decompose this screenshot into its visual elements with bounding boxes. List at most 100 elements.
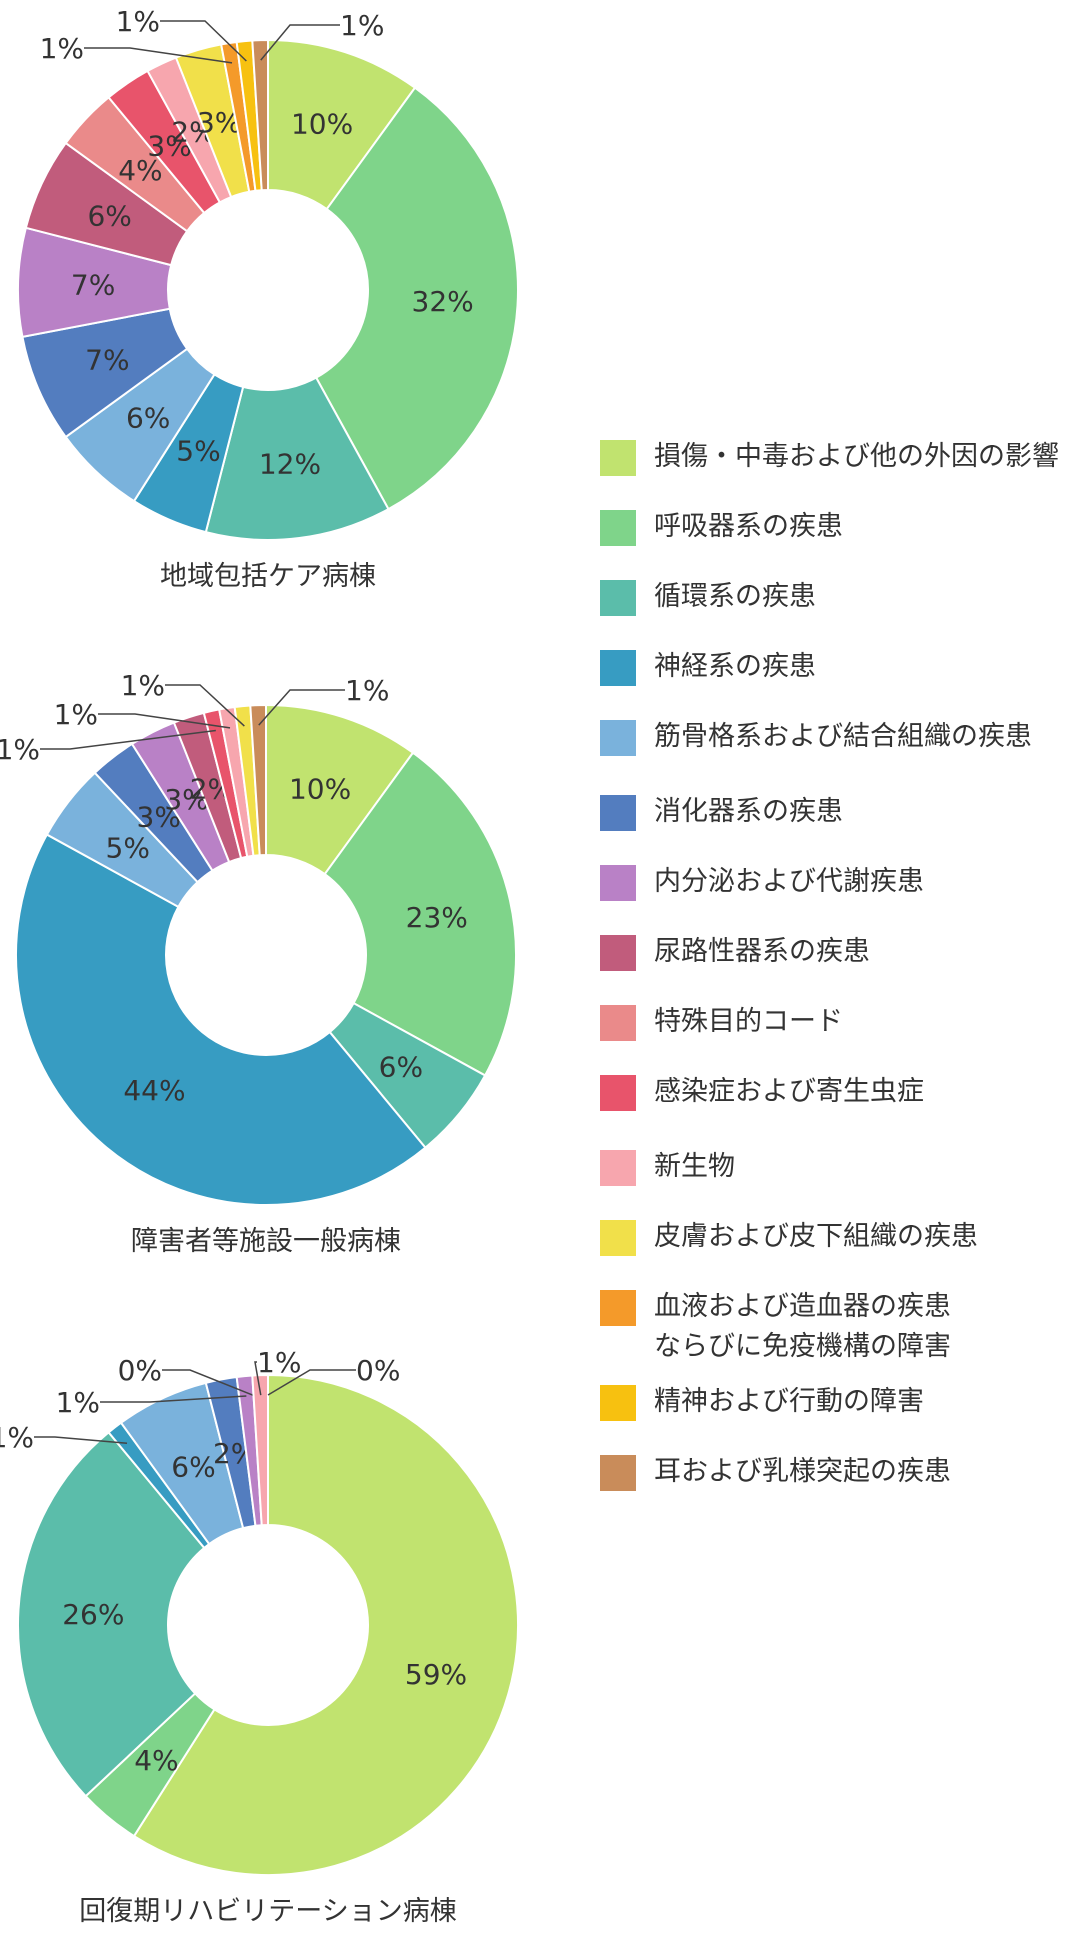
legend-label: 消化器系の疾患 [654, 796, 843, 827]
legend-item-ear: 耳および乳様突起の疾患 [600, 1455, 951, 1492]
slice-circulatory [17, 1430, 206, 1798]
slice-label-musculoskeletal: 6% [126, 402, 170, 435]
chart-title: 地域包括ケア病棟 [160, 561, 376, 592]
legend-label: 神経系の疾患 [654, 651, 816, 682]
leader-line-mental [160, 20, 247, 62]
slice-label-ear: 1% [340, 9, 384, 42]
slice-label-circulatory: 26% [62, 1598, 124, 1631]
legend-swatch [600, 440, 636, 476]
legend-label: 尿路性器系の疾患 [654, 936, 870, 967]
legend-swatch [600, 720, 636, 756]
slice-label-special: 0% [356, 1354, 400, 1387]
donut-charts: 10%32%12%5%6%7%7%6%4%3%2%3%1%1% 1%地域包括ケア病… [0, 5, 520, 1927]
slice-ear [249, 703, 267, 857]
chart-title: 回復期リハビリテーション病棟 [79, 1896, 456, 1927]
legend-item-infectious: 感染症および寄生虫症 [600, 1075, 924, 1112]
legend-swatch [600, 935, 636, 971]
slice-label-injury: 59% [405, 1658, 467, 1691]
legend-item-respiratory: 呼吸器系の疾患 [600, 510, 843, 547]
leader-line-blood [84, 47, 233, 64]
legend-item-endocrine: 内分泌および代謝疾患 [600, 865, 924, 902]
donut-chart-1: 10%32%12%5%6%7%7%6%4%3%2%3%1%1% 1%地域包括ケア病… [17, 5, 519, 592]
slice-label-infectious: 1% [0, 733, 40, 766]
slice-circulatory [204, 376, 390, 541]
slice-label-endocrine: 1% [56, 1386, 100, 1419]
legend-item-blood: 血液および造血器の疾患 ならびに免疫機構の障害 [600, 1290, 951, 1367]
legend-label: 特殊目的コード [654, 1006, 843, 1037]
legend-label: 耳および乳様突起の疾患 [654, 1456, 951, 1487]
donut-chart-3: 59%4%26%1%6%2%1%0%1%0%回復期リハビリテーション病棟 [0, 1346, 520, 1927]
leader-line-skin [165, 684, 245, 727]
slice-label-nervous: 5% [176, 435, 220, 468]
legend-swatch [600, 1385, 636, 1421]
slice-label-musculoskeletal: 5% [106, 832, 150, 865]
legend-label: 新生物 [654, 1151, 735, 1182]
donut-chart-2: 10%23%6%44%5%3%3%2%1%1%1% 1%障害者等施設一般病棟 [0, 669, 517, 1257]
slice-label-circulatory: 6% [379, 1051, 423, 1084]
legend-label: 内分泌および代謝疾患 [654, 866, 924, 897]
legend-label: 損傷・中毒および他の外因の影響 [654, 441, 1059, 472]
legend-item-special: 特殊目的コード [600, 1005, 843, 1042]
legend-item-genitourinary: 尿路性器系の疾患 [600, 935, 870, 972]
legend-item-skin: 皮膚および皮下組織の疾患 [600, 1220, 978, 1257]
leader-line-ear [260, 24, 340, 61]
slice-respiratory [314, 86, 519, 511]
chart-title: 障害者等施設一般病棟 [131, 1226, 401, 1257]
legend-label: 筋骨格系および結合組織の疾患 [654, 721, 1032, 752]
slice-nervous [15, 833, 427, 1206]
legend-swatch [600, 580, 636, 616]
slice-label-circulatory: 12% [259, 448, 321, 481]
legend-swatch [600, 1005, 636, 1041]
legend-item-mental: 精神および行動の障害 [600, 1385, 924, 1422]
leader-line-neoplasm [98, 713, 231, 729]
slice-label-respiratory: 32% [412, 285, 474, 318]
slice-label-respiratory: 23% [406, 901, 468, 934]
legend-label: 呼吸器系の疾患 [654, 511, 843, 542]
leader-line-special [267, 1369, 356, 1396]
slice-label-endocrine: 7% [71, 269, 115, 302]
slice-label-nervous: 1% [0, 1421, 34, 1454]
slice-label-injury: 10% [291, 108, 353, 141]
slice-respiratory [323, 751, 517, 1077]
slice-label-respiratory: 4% [134, 1744, 178, 1777]
legend-item-neoplasm: 新生物 [600, 1150, 735, 1187]
legend-swatch [600, 1455, 636, 1491]
legend-swatch [600, 1150, 636, 1186]
slice-injury [132, 1373, 520, 1876]
leader-line-ear [258, 689, 345, 726]
legend-label: 感染症および寄生虫症 [654, 1076, 924, 1107]
slice-ear [251, 38, 269, 192]
leader-line-nervous [34, 1436, 128, 1445]
slice-label-mental: 1% [116, 5, 160, 38]
legend-swatch [600, 865, 636, 901]
slice-label-skin: 1% [121, 669, 165, 702]
slice-label-genitourinary: 6% [87, 199, 131, 232]
legend-label: 血液および造血器の疾患 ならびに免疫機構の障害 [654, 1291, 951, 1362]
legend-swatch [600, 650, 636, 686]
legend-swatch [600, 1290, 636, 1326]
slice-label-genitourinary: 0% [118, 1354, 162, 1387]
slice-label-ear: 1% [345, 674, 389, 707]
leader-line-neoplasm [254, 1361, 262, 1396]
slice-label-special: 4% [118, 154, 162, 187]
slice-label-digestive: 7% [85, 344, 129, 377]
legend-label: 精神および行動の障害 [654, 1386, 924, 1417]
slice-label-injury: 10% [289, 773, 351, 806]
legend-swatch [600, 1075, 636, 1111]
legend-swatch [600, 1220, 636, 1256]
legend-item-musculoskeletal: 筋骨格系および結合組織の疾患 [600, 720, 1032, 757]
legend-label: 循環系の疾患 [654, 581, 816, 612]
slice-label-nervous: 44% [123, 1074, 185, 1107]
legend-item-digestive: 消化器系の疾患 [600, 795, 843, 832]
legend-item-injury: 損傷・中毒および他の外因の影響 [600, 440, 1059, 477]
slice-label-neoplasm: 1% [54, 698, 98, 731]
leader-line-endocrine [100, 1395, 247, 1403]
leader-line-infectious [40, 729, 216, 750]
legend-swatch [600, 795, 636, 831]
legend-swatch [600, 510, 636, 546]
slice-label-musculoskeletal: 6% [171, 1451, 215, 1484]
legend-item-nervous: 神経系の疾患 [600, 650, 816, 687]
legend-item-circulatory: 循環系の疾患 [600, 580, 816, 617]
leader-line-genitourinary [162, 1369, 254, 1397]
slice-label-blood: 1% [40, 32, 84, 65]
